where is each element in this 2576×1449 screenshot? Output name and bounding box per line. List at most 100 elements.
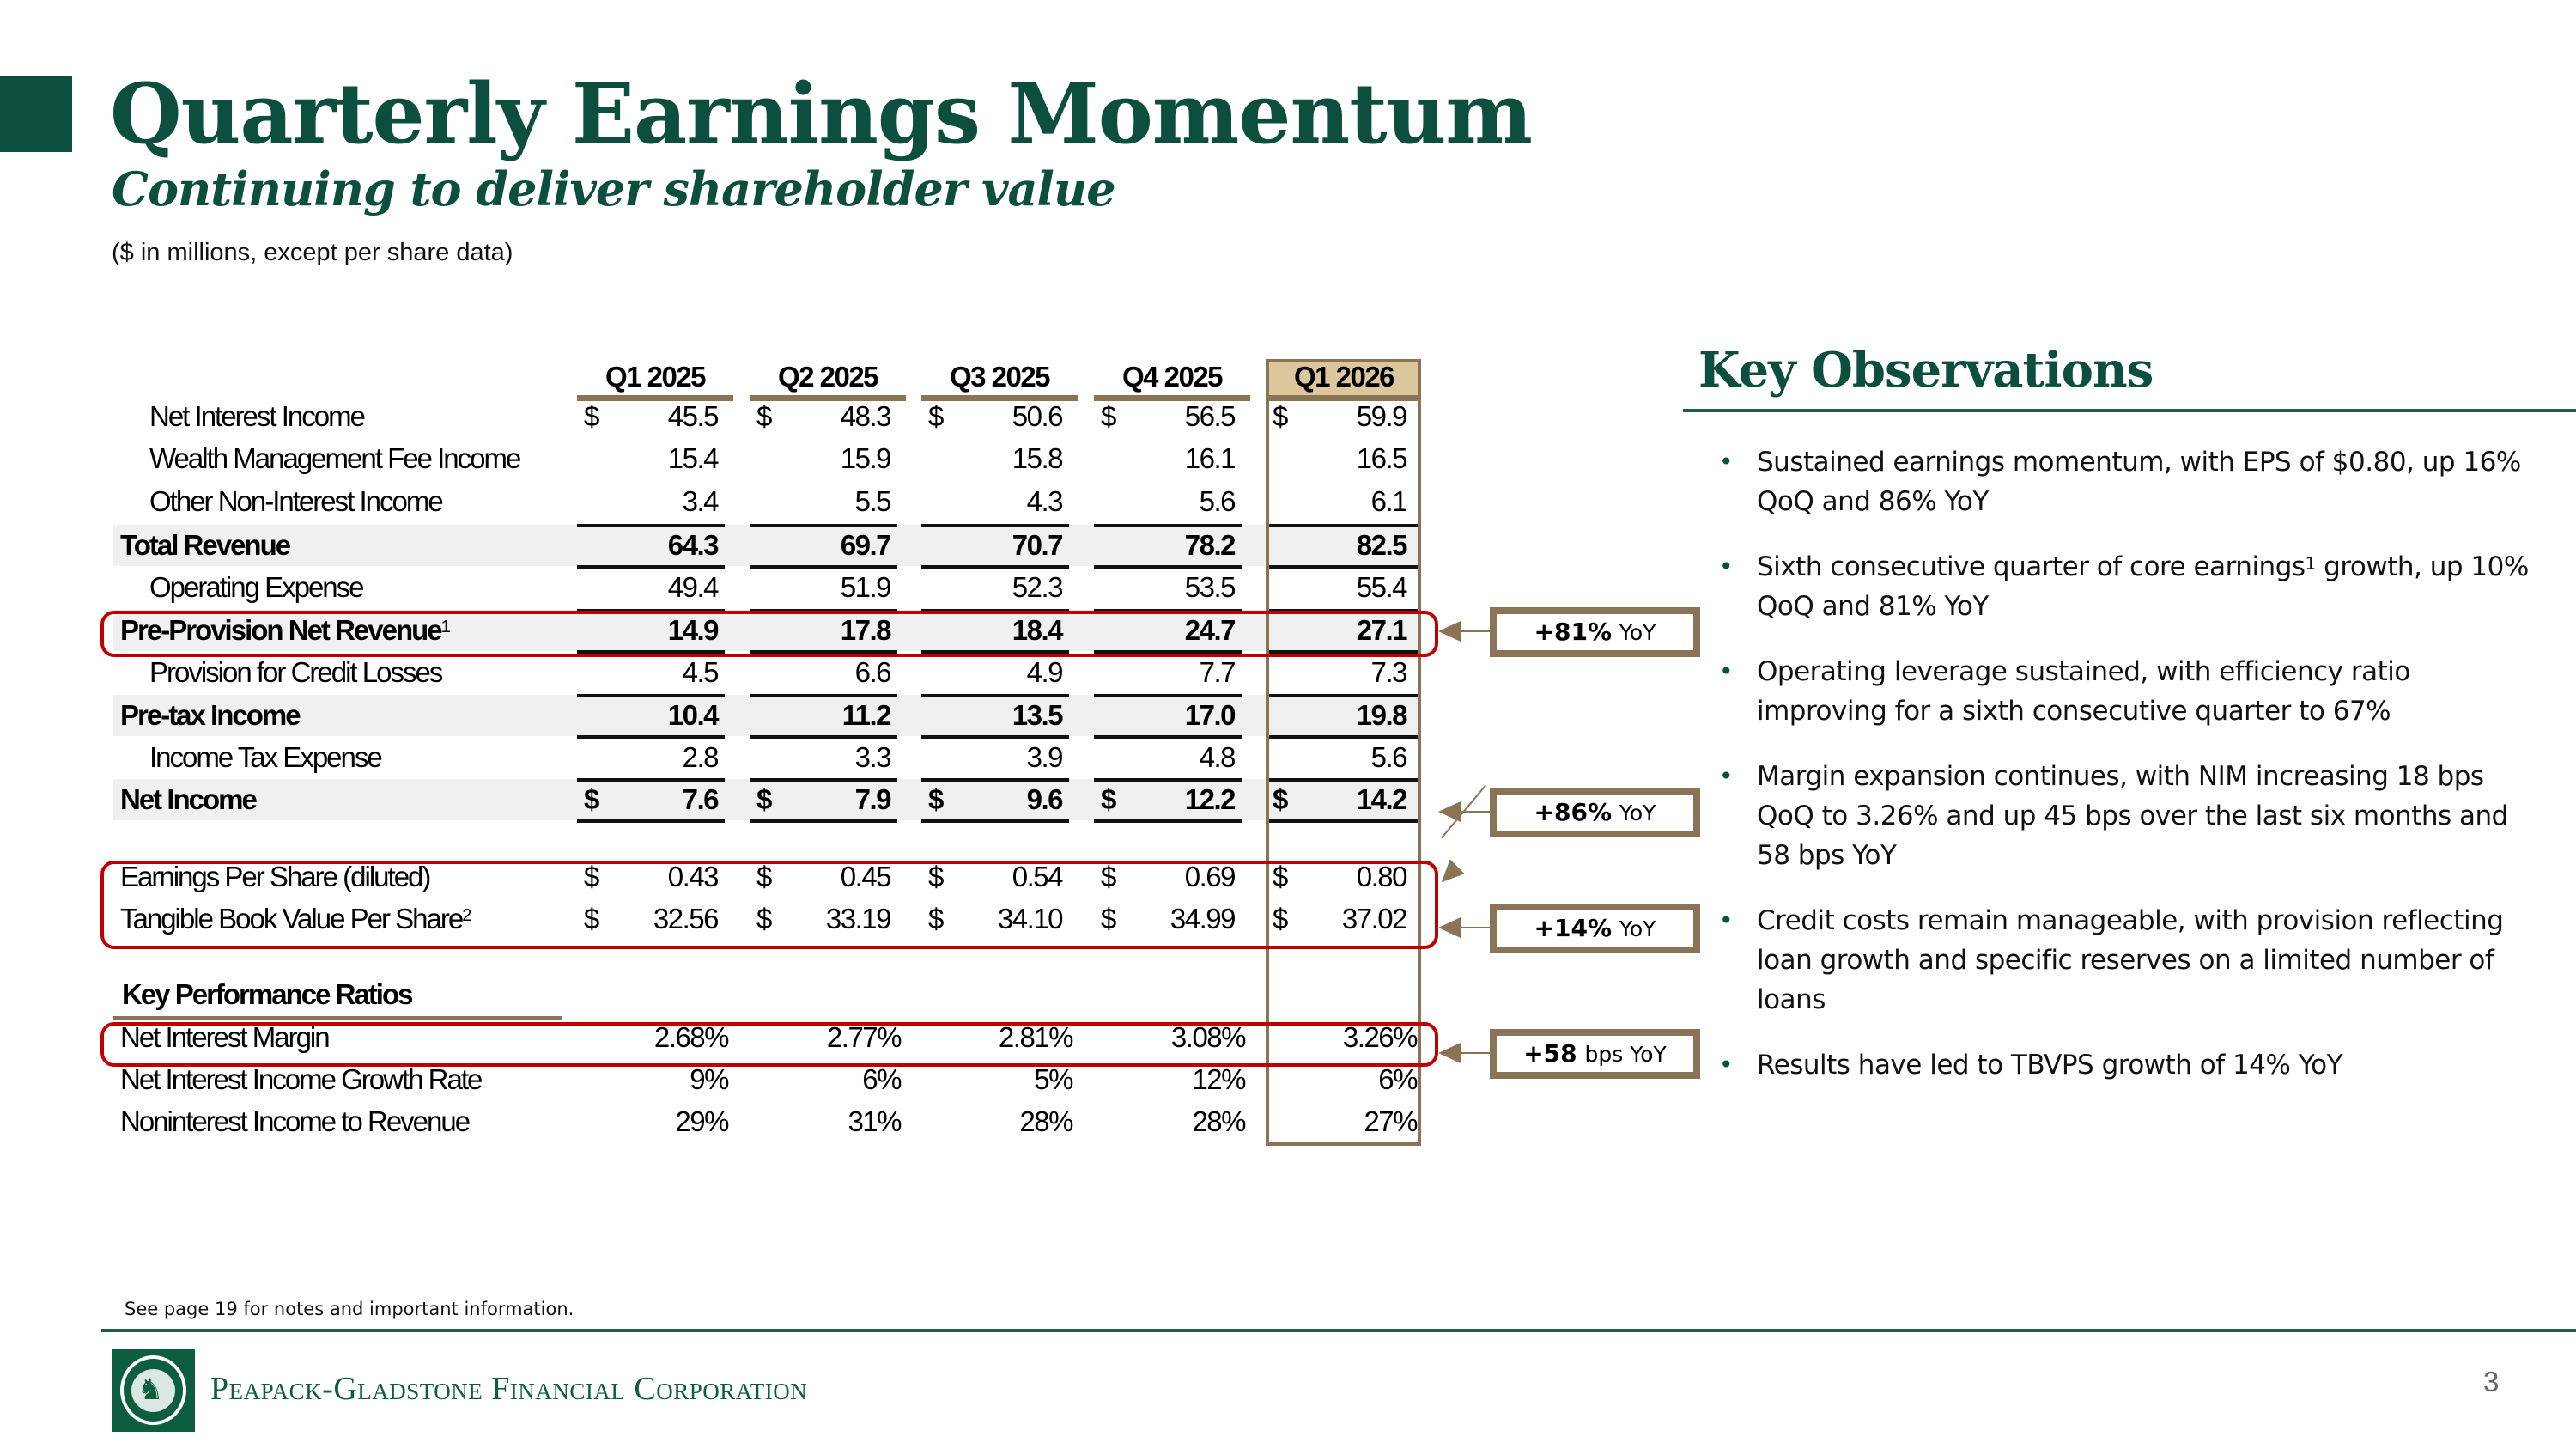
ratio-cell: 2.81% (998, 1021, 1074, 1053)
bullet-icon: • (1719, 447, 1734, 476)
page-title: Quarterly Earnings Momentum (110, 65, 1533, 162)
bullet-icon: • (1719, 906, 1734, 935)
callout-badge: +81% YoY (1490, 607, 1700, 657)
table-cell: 49.4 (667, 571, 720, 603)
total-rule (750, 650, 897, 654)
table-cell: 4.9 (1026, 656, 1064, 688)
column-header-underline (1094, 395, 1250, 401)
total-rule (1094, 735, 1242, 739)
footnote-marker: 1 (2305, 553, 2317, 574)
table-cell: $0.45 (756, 861, 892, 892)
table-cell: 5.5 (854, 485, 892, 517)
observation-item: • Results have led to TBVPS growth of 14%… (1717, 1045, 2542, 1085)
total-rule (1094, 524, 1242, 527)
row-label: Net Income (120, 783, 258, 815)
row-shading (113, 610, 1418, 651)
table-cell: 16.1 (1184, 442, 1236, 474)
total-rule (921, 778, 1069, 782)
table-cell: 64.3 (667, 529, 720, 561)
table-cell: 69.7 (840, 529, 892, 561)
footnote: See page 19 for notes and important info… (125, 1299, 574, 1319)
column-header: Q4 2025 (1121, 361, 1224, 393)
table-cell: 10.4 (667, 699, 720, 731)
total-rule (750, 565, 897, 569)
row-label: Earnings Per Share (diluted) (120, 861, 431, 892)
row-shading (113, 525, 1418, 566)
column-header: Q3 2025 (949, 361, 1051, 393)
table-cell: 7.3 (1370, 656, 1408, 688)
ratio-cell: 2.77% (826, 1021, 902, 1053)
row-shading (113, 779, 1418, 820)
table-cell: $56.5 (1101, 400, 1236, 432)
ratio-cell: 31% (848, 1105, 902, 1137)
callout-badge: +58 bps YoY (1490, 1029, 1700, 1079)
total-rule (750, 819, 897, 823)
total-rule (577, 650, 725, 654)
total-rule (921, 735, 1069, 739)
footer-divider (101, 1329, 2576, 1332)
total-rule (1094, 565, 1242, 569)
connector-line (1460, 630, 1491, 632)
row-label: Wealth Management Fee Income (149, 442, 521, 474)
total-rule (577, 735, 725, 739)
row-label: Income Tax Expense (149, 741, 383, 773)
total-rule (921, 819, 1069, 823)
row-label: Operating Expense (149, 571, 365, 603)
observation-item: • Operating leverage sustained, with effi… (1717, 652, 2542, 731)
horse-rider-icon: ♞ (137, 1373, 164, 1406)
table-cell: $0.54 (928, 861, 1064, 892)
table-cell: $34.10 (928, 903, 1064, 935)
highlight-box-per-share (100, 861, 1438, 949)
table-cell: 17.8 (840, 614, 892, 646)
row-label: Other Non-Interest Income (149, 485, 444, 517)
observation-item: • Credit costs remain manageable, with pr… (1717, 901, 2542, 1020)
column-header-underline (1266, 395, 1418, 401)
row-label: Pre-Provision Net Revenue1 (120, 614, 451, 646)
table-cell: $32.56 (584, 903, 720, 935)
ratio-label: Net Interest Income Growth Rate (120, 1063, 483, 1095)
table-cell: 3.9 (1026, 741, 1064, 773)
total-rule (1266, 819, 1418, 823)
total-rule (577, 694, 725, 697)
column-header: Q1 2026 (1293, 361, 1395, 393)
table-cell: 3.4 (682, 485, 720, 517)
observation-item: • Sixth consecutive quarter of core earni… (1717, 547, 2542, 626)
ratio-label: Noninterest Income to Revenue (120, 1105, 471, 1137)
bullet-icon: • (1719, 762, 1734, 790)
total-rule (750, 778, 897, 782)
table-cell: 13.5 (1012, 699, 1064, 731)
page-number: 3 (2483, 1366, 2500, 1397)
arrow-down-left-icon (1434, 859, 1465, 890)
connector-line (1460, 811, 1491, 813)
table-cell: $45.5 (584, 400, 720, 432)
arrow-left-icon (1438, 917, 1461, 938)
table-cell: $9.6 (928, 783, 1064, 815)
total-rule (577, 565, 725, 569)
total-rule (1094, 694, 1242, 697)
page-subtitle: Continuing to deliver shareholder value (112, 161, 1116, 216)
total-rule (1266, 778, 1418, 782)
highlighted-column-frame (1266, 359, 1421, 1146)
highlight-header-bg (1269, 362, 1418, 397)
table-cell: 4.5 (682, 656, 720, 688)
highlight-box-nim (100, 1022, 1438, 1067)
ratio-cell: 6% (1378, 1063, 1418, 1095)
total-rule (750, 524, 897, 527)
highlight-box-ppnr (100, 611, 1438, 657)
table-cell: $59.9 (1273, 400, 1408, 432)
key-observations-title: Key Observations (1698, 342, 2154, 399)
table-cell: 5.6 (1370, 741, 1408, 773)
table-cell: $12.2 (1101, 783, 1236, 815)
table-cell: 24.7 (1184, 614, 1236, 646)
ratio-cell: 27% (1364, 1105, 1418, 1137)
observation-item: • Sustained earnings momentum, with EPS o… (1717, 442, 2542, 521)
ratio-cell: 9% (690, 1063, 729, 1095)
row-label: Provision for Credit Losses (149, 656, 443, 688)
table-cell: 4.3 (1026, 485, 1064, 517)
table-cell: 3.3 (854, 741, 892, 773)
total-rule (1094, 778, 1242, 782)
table-cell: 70.7 (1012, 529, 1064, 561)
table-cell: 17.0 (1184, 699, 1236, 731)
table-cell: $48.3 (756, 400, 892, 432)
table-cell: $14.2 (1273, 783, 1408, 815)
